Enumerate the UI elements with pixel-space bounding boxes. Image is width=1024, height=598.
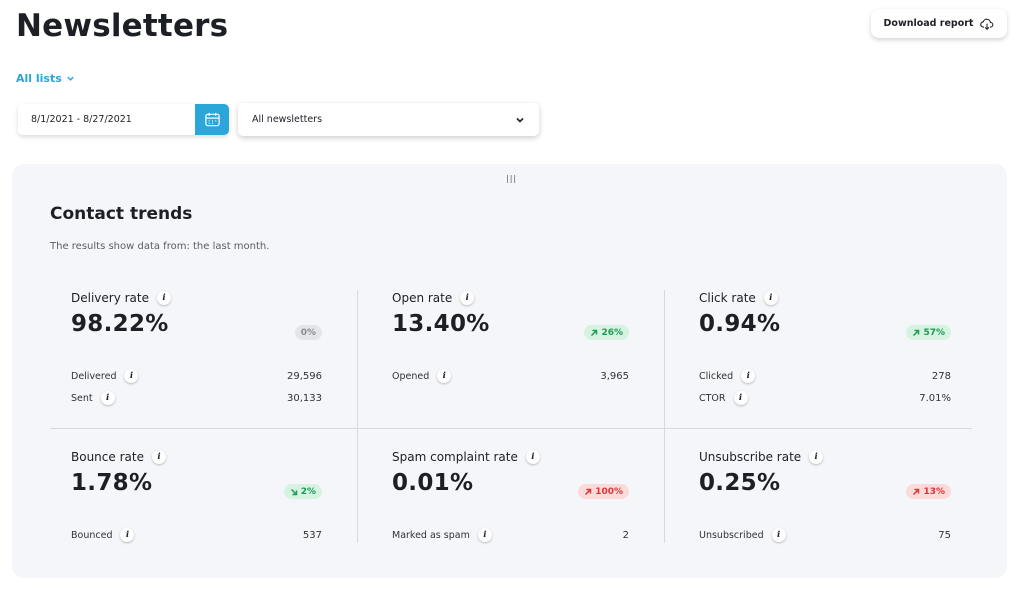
divider bbox=[664, 290, 665, 543]
divider bbox=[357, 290, 358, 543]
change-badge: 100% bbox=[578, 484, 629, 499]
card-title: Contact trends bbox=[50, 204, 193, 224]
page-title: Newsletters bbox=[16, 8, 229, 44]
sub-metric-label: Delivered bbox=[71, 370, 117, 382]
chevron-down-icon bbox=[516, 117, 524, 123]
newsletter-select-value: All newsletters bbox=[252, 114, 323, 125]
info-icon[interactable]: i bbox=[763, 291, 778, 305]
drag-handle-icon[interactable]: ||| bbox=[506, 174, 518, 183]
sub-metric-value: 30,133 bbox=[287, 393, 322, 404]
info-icon[interactable]: i bbox=[460, 291, 475, 305]
metric-value: 0.25% bbox=[699, 470, 781, 496]
date-range-picker bbox=[18, 104, 229, 135]
metric-bounce-rate: Bounce rate i 1.78% 2% Bounced i 537 bbox=[71, 450, 322, 550]
info-icon[interactable]: i bbox=[477, 528, 492, 542]
arrow-up-right-icon bbox=[591, 329, 598, 336]
metric-unsubscribe-rate: Unsubscribe rate i 0.25% 13% Unsubscribed… bbox=[699, 450, 951, 550]
metric-click-rate: Click rate i 0.94% 57% Clicked i 278 CTOR i… bbox=[699, 291, 951, 411]
sub-metric-value: 7.01% bbox=[919, 393, 951, 404]
sub-metric-label: Bounced bbox=[71, 529, 113, 541]
arrow-up-right-icon bbox=[913, 329, 920, 336]
sub-metric-label: Sent bbox=[71, 392, 93, 404]
metric-label: Click rate bbox=[699, 291, 756, 305]
sub-metric-value: 75 bbox=[938, 530, 951, 541]
arrow-up-right-icon bbox=[585, 488, 592, 495]
info-icon[interactable]: i bbox=[151, 450, 166, 464]
calendar-button[interactable] bbox=[195, 104, 229, 135]
change-badge: 0% bbox=[294, 325, 322, 340]
card-subtitle: The results show data from: the last mon… bbox=[50, 241, 270, 252]
metric-label: Unsubscribe rate bbox=[699, 450, 802, 464]
change-badge: 57% bbox=[906, 325, 951, 340]
download-report-label: Download report bbox=[883, 18, 974, 29]
metric-value: 98.22% bbox=[71, 311, 169, 337]
calendar-icon bbox=[204, 112, 220, 127]
sub-metric-value: 29,596 bbox=[287, 371, 322, 382]
info-icon[interactable]: i bbox=[733, 391, 748, 405]
info-icon[interactable]: i bbox=[741, 369, 756, 383]
sub-metric-label: Marked as spam bbox=[392, 529, 470, 541]
metric-value: 13.40% bbox=[392, 311, 490, 337]
change-badge: 26% bbox=[584, 325, 629, 340]
metric-value: 1.78% bbox=[71, 470, 153, 496]
metric-label: Bounce rate bbox=[71, 450, 144, 464]
sub-metric-label: Unsubscribed bbox=[699, 529, 764, 541]
metric-label: Open rate bbox=[392, 291, 453, 305]
info-icon[interactable]: i bbox=[771, 528, 786, 542]
arrow-up-right-icon bbox=[913, 488, 920, 495]
sub-metric-label: Clicked bbox=[699, 370, 734, 382]
sub-metric-value: 3,965 bbox=[600, 371, 629, 382]
all-lists-dropdown[interactable]: All lists bbox=[16, 72, 75, 85]
sub-metric-value: 537 bbox=[302, 530, 322, 541]
info-icon[interactable]: i bbox=[100, 391, 115, 405]
info-icon[interactable]: i bbox=[809, 450, 824, 464]
download-report-button[interactable]: Download report bbox=[871, 9, 1007, 38]
metric-delivery-rate: Delivery rate i 98.22% 0% Delivered i 29,5… bbox=[71, 291, 322, 411]
sub-metric-label: CTOR bbox=[699, 392, 726, 404]
metric-label: Delivery rate bbox=[71, 291, 149, 305]
change-badge: 13% bbox=[906, 484, 951, 499]
arrow-down-right-icon bbox=[290, 488, 297, 495]
metric-value: 0.94% bbox=[699, 311, 781, 337]
newsletter-select[interactable]: All newsletters bbox=[238, 103, 539, 136]
metric-label: Spam complaint rate bbox=[392, 450, 518, 464]
sub-metric-value: 2 bbox=[622, 530, 629, 541]
contact-trends-card: ||| Contact trends The results show data… bbox=[12, 164, 1007, 578]
info-icon[interactable]: i bbox=[157, 291, 171, 305]
all-lists-label: All lists bbox=[16, 72, 62, 85]
metric-spam-complaint-rate: Spam complaint rate i 0.01% 100% Marked a… bbox=[392, 450, 629, 550]
metric-open-rate: Open rate i 13.40% 26% Opened i 3,965 bbox=[392, 291, 629, 411]
info-icon[interactable]: i bbox=[120, 528, 135, 542]
info-icon[interactable]: i bbox=[525, 450, 540, 464]
info-icon[interactable]: i bbox=[437, 369, 452, 383]
sub-metric-label: Opened bbox=[392, 370, 430, 382]
date-range-input[interactable] bbox=[18, 104, 195, 135]
chevron-down-icon bbox=[67, 76, 74, 81]
sub-metric-value: 278 bbox=[931, 371, 951, 382]
divider bbox=[50, 428, 972, 429]
metric-value: 0.01% bbox=[392, 470, 474, 496]
cloud-download-icon bbox=[980, 18, 994, 30]
change-badge: 2% bbox=[283, 484, 322, 499]
info-icon[interactable]: i bbox=[124, 369, 139, 383]
